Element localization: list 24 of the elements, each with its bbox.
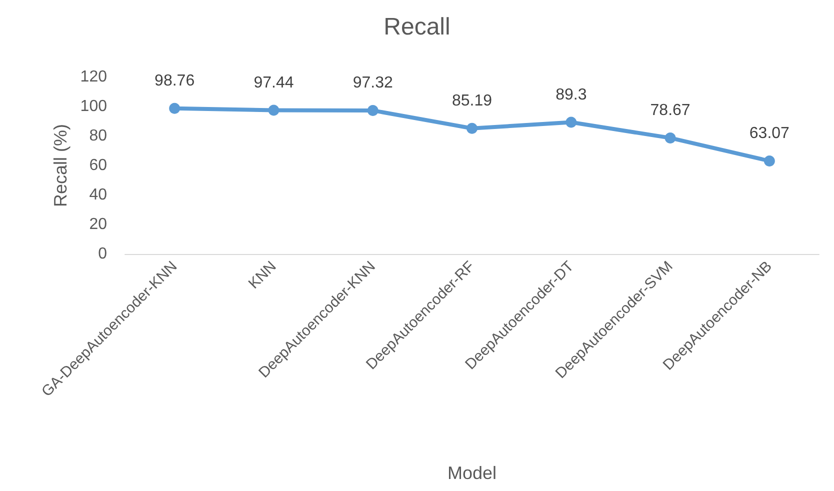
- data-label: 97.32: [352, 74, 393, 92]
- point: [466, 122, 478, 134]
- x-axis-title: Model: [447, 463, 497, 483]
- data-label: 78.67: [650, 102, 690, 119]
- y-axis-title: Recall (%): [50, 124, 70, 208]
- data-label: 63.07: [749, 124, 790, 142]
- data-label: 98.76: [154, 72, 195, 90]
- y-tick-label: 60: [89, 157, 108, 174]
- y-tick-label: 0: [98, 246, 108, 262]
- data-label: 85.19: [452, 92, 492, 110]
- point: [169, 102, 180, 114]
- point: [566, 116, 577, 128]
- y-tick-label: 100: [80, 98, 108, 115]
- y-tick-label: 20: [89, 216, 108, 233]
- point: [664, 132, 676, 144]
- y-tick-label: 40: [89, 186, 108, 204]
- point: [268, 104, 280, 116]
- data-label: 97.44: [254, 74, 294, 92]
- data-label: 89.3: [556, 86, 587, 104]
- point: [764, 155, 775, 166]
- point: [367, 104, 378, 116]
- chart-title: Recall: [384, 14, 450, 40]
- y-tick-label: 80: [89, 128, 108, 144]
- y-tick-label: 120: [80, 68, 108, 86]
